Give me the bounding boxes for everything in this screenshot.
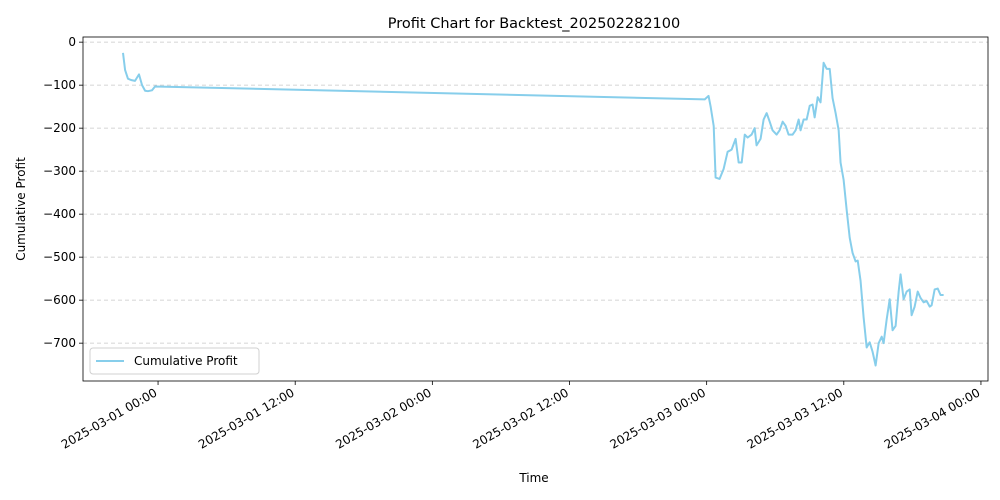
chart-title: Profit Chart for Backtest_202502282100: [388, 16, 680, 32]
y-tick-label: −600: [43, 293, 76, 307]
x-tick-label: 2025-03-03 12:00: [745, 385, 846, 451]
plot-frame: [82, 36, 989, 382]
y-tick-label: −500: [43, 250, 76, 264]
x-axis-label: Time: [518, 471, 548, 485]
x-tick-label: 2025-03-04 00:00: [882, 385, 983, 451]
y-tick-label: −100: [43, 78, 76, 92]
x-tick-label: 2025-03-03 00:00: [607, 385, 708, 451]
x-tick-label: 2025-03-02 00:00: [333, 385, 434, 451]
y-tick-label: −700: [43, 336, 76, 350]
y-tick-label: −200: [43, 121, 76, 135]
x-tick-label: 2025-03-01 12:00: [196, 385, 297, 451]
x-tick-label: 2025-03-02 12:00: [470, 385, 571, 451]
y-tick-label: −400: [43, 207, 76, 221]
y-tick-label: −300: [43, 164, 76, 178]
legend-label: Cumulative Profit: [134, 354, 238, 368]
legend: Cumulative Profit: [89, 347, 260, 375]
y-axis-label: Cumulative Profit: [14, 157, 28, 261]
data-line: [122, 52, 944, 367]
x-tick-label: 2025-03-01 00:00: [59, 385, 160, 451]
legend-box: [89, 347, 260, 375]
y-tick-label: 0: [68, 35, 76, 49]
